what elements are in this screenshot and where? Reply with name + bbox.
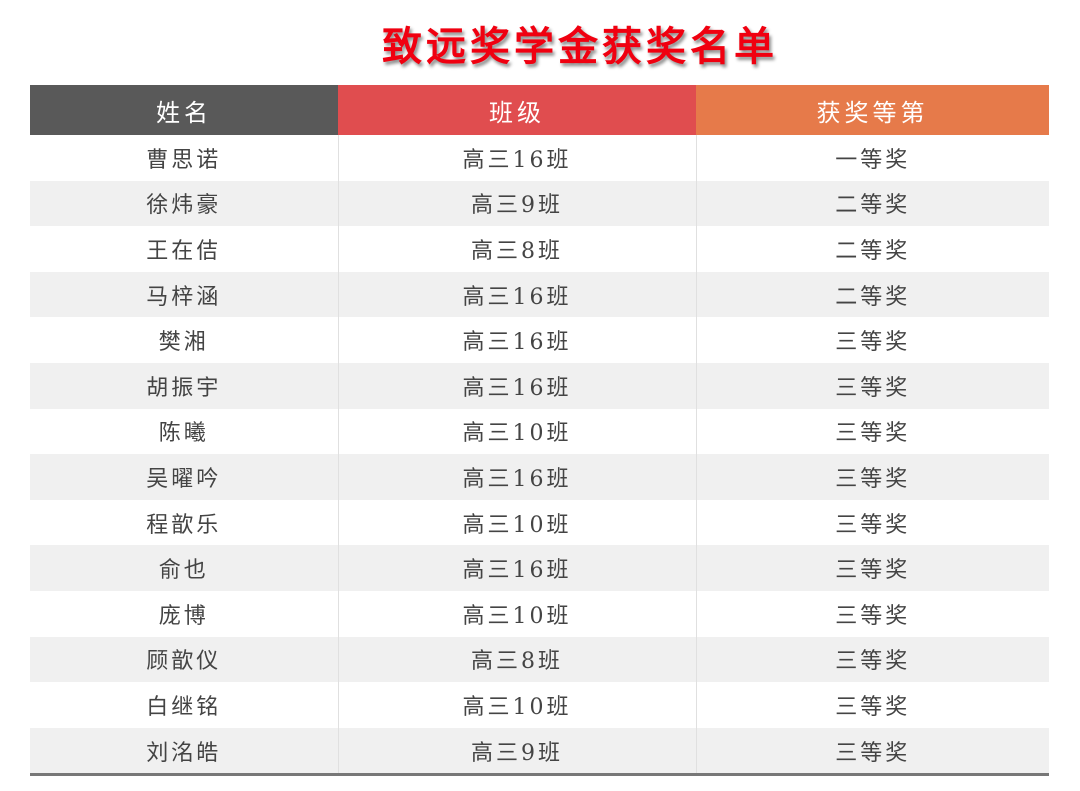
cell-name: 刘洺皓: [30, 727, 338, 777]
table-row: 程歆乐 高三10班 三等奖: [30, 499, 1049, 546]
cell-class: 高三8班: [337, 226, 696, 272]
cell-class: 高三9班: [337, 180, 696, 227]
cell-class: 高三16班: [337, 135, 696, 181]
cell-class: 高三10班: [337, 590, 696, 637]
cell-award: 三等奖: [695, 499, 1049, 546]
cell-name: 樊湘: [158, 330, 209, 356]
cell-name: 庞博: [158, 603, 209, 629]
table-row: 陈曦 高三10班 三等奖: [30, 408, 1049, 455]
header-award: 获奖等第: [696, 85, 1049, 135]
cell-award: 三等奖: [695, 590, 1049, 637]
cell-award: 三等奖: [695, 682, 1049, 728]
cell-name: 吴曜吟: [30, 454, 338, 500]
table-row: 樊湘 高三16班 三等奖: [30, 317, 1049, 363]
cell-name: 俞也: [30, 545, 338, 591]
table-row: 白继铭 高三10班 三等奖: [30, 682, 1049, 728]
cell-name: 陈曦: [158, 421, 209, 447]
header-name: 姓名: [30, 85, 338, 135]
table-row: 徐炜豪 高三9班 二等奖: [30, 180, 1049, 227]
cell-class: 高三10班: [337, 682, 696, 728]
table-row: 王在佶 高三8班 二等奖: [30, 226, 1049, 272]
cell-name: 白继铭: [146, 694, 222, 720]
cell-name: 王在佶: [146, 238, 222, 264]
page-title: 致远奖学金获奖名单: [382, 23, 778, 70]
table-row: 曹思诺 高三16班 一等奖: [30, 135, 1049, 181]
cell-class: 高三16班: [337, 317, 696, 363]
table-row: 顾歆仪 高三8班 三等奖: [30, 636, 1049, 683]
cell-award: 三等奖: [695, 408, 1049, 455]
cell-name: 程歆乐: [146, 512, 222, 538]
table-row: 吴曜吟 高三16班 三等奖: [30, 454, 1049, 500]
cell-name: 徐炜豪: [30, 180, 338, 227]
table-header: 姓名 班级 获奖等第: [30, 85, 1049, 135]
cell-class: 高三16班: [337, 362, 696, 409]
cell-award: 三等奖: [695, 727, 1049, 777]
cell-award: 二等奖: [695, 226, 1049, 272]
cell-award: 三等奖: [695, 317, 1049, 363]
cell-award: 一等奖: [695, 135, 1049, 181]
cell-class: 高三9班: [337, 727, 696, 777]
cell-class: 高三16班: [337, 271, 696, 318]
table-row: 俞也 高三16班 三等奖: [30, 545, 1049, 591]
cell-class: 高三10班: [337, 499, 696, 546]
table-row: 马梓涵 高三16班 二等奖: [30, 271, 1049, 318]
cell-name: 曹思诺: [146, 147, 222, 173]
award-table: 姓名 班级 获奖等第 曹思诺 高三16班 一等奖 徐炜豪 高三9班 二等奖 王在佶 高三8班二…: [30, 85, 1049, 777]
cell-class: 高三10班: [337, 408, 696, 455]
cell-name: 马梓涵: [30, 271, 338, 318]
header-class: 班级: [338, 85, 696, 135]
table-row: 刘洺皓 高三9班 三等奖: [30, 727, 1049, 777]
table-row: 胡振宇 高三16班 三等奖: [30, 362, 1049, 409]
table-row: 庞博 高三10班 三等奖: [30, 590, 1049, 637]
cell-award: 三等奖: [695, 545, 1049, 591]
cell-name: 顾歆仪: [30, 636, 338, 683]
cell-award: 三等奖: [695, 636, 1049, 683]
cell-name: 胡振宇: [30, 362, 338, 409]
cell-class: 高三8班: [337, 636, 696, 683]
cell-class: 高三16班: [337, 454, 696, 500]
cell-award: 二等奖: [695, 271, 1049, 318]
cell-award: 三等奖: [695, 362, 1049, 409]
cell-award: 二等奖: [695, 180, 1049, 227]
cell-award: 三等奖: [695, 454, 1049, 500]
cell-class: 高三16班: [337, 545, 696, 591]
